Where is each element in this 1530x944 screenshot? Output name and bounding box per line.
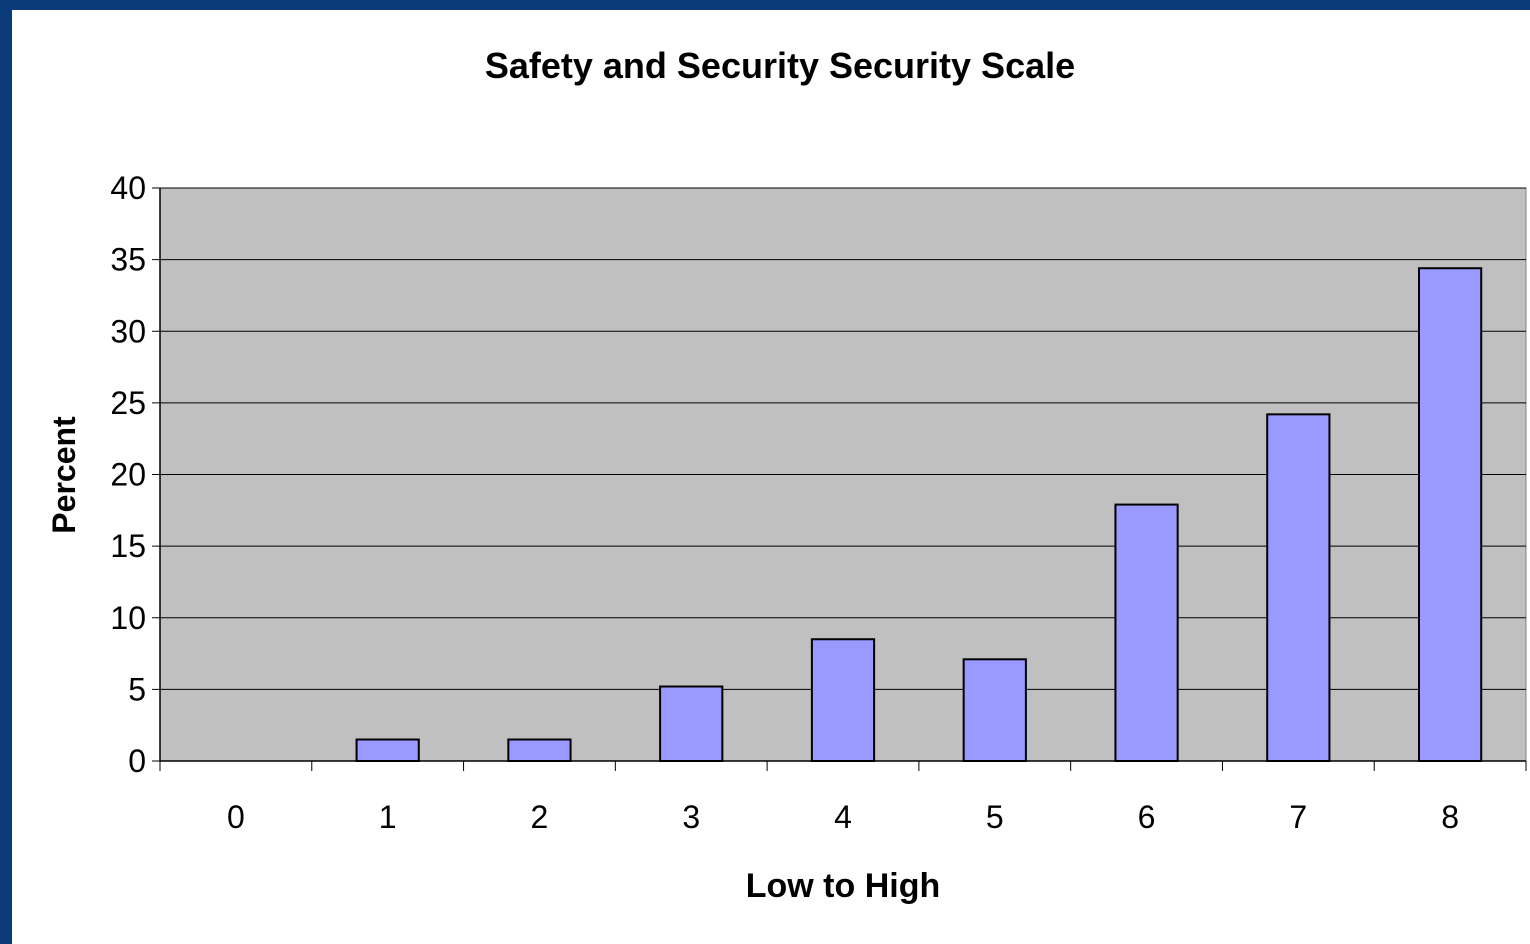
y-tick-labels: 0 5 10 15 20 25 30 35 40 — [110, 170, 146, 779]
y-tick-label: 40 — [110, 170, 146, 206]
bar-2 — [507, 738, 572, 763]
y-tick-label: 10 — [110, 600, 146, 636]
y-tick-label: 25 — [110, 385, 146, 421]
y-tick-label: 15 — [110, 528, 146, 564]
bar-1 — [355, 738, 420, 763]
x-tick-label: 4 — [834, 799, 852, 835]
y-tick-label: 5 — [128, 671, 146, 707]
y-tick-label: 0 — [128, 743, 146, 779]
x-axis-label: Low to High — [746, 867, 941, 905]
bars-group — [355, 267, 1483, 763]
y-axis-label: Percent — [46, 416, 82, 534]
x-tick-label: 3 — [682, 799, 700, 835]
x-tick-labels: 0 1 2 3 4 5 6 7 8 — [227, 799, 1459, 835]
x-tick-label: 6 — [1138, 799, 1156, 835]
x-tick-label: 2 — [531, 799, 549, 835]
bar-5 — [962, 658, 1027, 762]
x-tick-label: 7 — [1289, 799, 1307, 835]
x-tick-label: 0 — [227, 799, 245, 835]
bar-7 — [1266, 413, 1331, 762]
y-tick-label: 30 — [110, 313, 146, 349]
chart-title: Safety and Security Security Scale — [485, 45, 1075, 86]
x-tick-label: 1 — [379, 799, 397, 835]
bar-6 — [1114, 503, 1179, 762]
bar-8 — [1417, 267, 1483, 762]
y-tick-label: 20 — [110, 457, 146, 493]
bar-3 — [659, 685, 724, 763]
y-tick-label: 35 — [110, 242, 146, 278]
x-tick-label: 8 — [1441, 799, 1459, 835]
axes-group — [152, 187, 1527, 771]
bar-4 — [810, 638, 876, 762]
x-tick-label: 5 — [986, 799, 1004, 835]
